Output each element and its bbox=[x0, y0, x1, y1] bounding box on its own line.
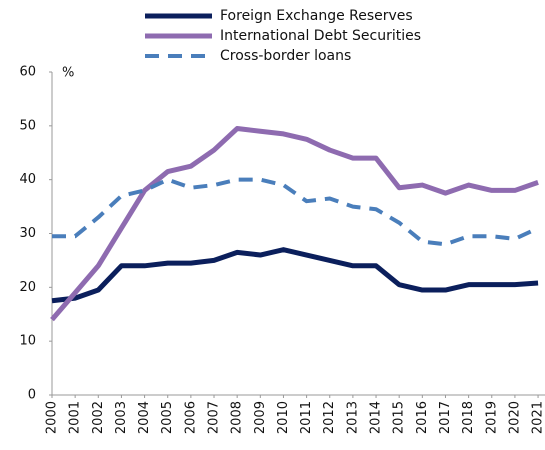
series-line bbox=[50, 126, 539, 322]
legend-label: Foreign Exchange Reserves bbox=[220, 8, 413, 24]
x-tick-label: 2019 bbox=[484, 401, 499, 434]
x-tick-label: 2020 bbox=[507, 401, 522, 434]
x-tick-label: 2016 bbox=[415, 401, 430, 434]
x-tick-label: 2003 bbox=[114, 401, 129, 434]
y-tick-label: 20 bbox=[19, 280, 36, 295]
legend-label: Cross-border loans bbox=[220, 48, 351, 64]
series-line bbox=[51, 247, 539, 304]
y-tick-label: 40 bbox=[19, 172, 36, 187]
y-tick-label: 50 bbox=[19, 118, 36, 133]
x-tick-label: 2000 bbox=[45, 401, 60, 434]
y-tick-label: 0 bbox=[28, 388, 36, 403]
x-tick-label: 2017 bbox=[438, 401, 453, 434]
x-tick-label: 2015 bbox=[392, 401, 407, 434]
x-tick-label: 2013 bbox=[345, 401, 360, 434]
x-tick-label: 2014 bbox=[369, 401, 384, 434]
x-tick-label: 2006 bbox=[183, 401, 198, 434]
y-unit: % bbox=[62, 66, 74, 81]
x-tick-label: 2018 bbox=[461, 401, 476, 434]
x-tick-label: 2012 bbox=[322, 401, 337, 434]
x-tick-label: 2005 bbox=[160, 401, 175, 434]
x-tick-label: 2011 bbox=[299, 401, 314, 434]
x-tick-label: 2008 bbox=[230, 401, 245, 434]
x-tick-label: 2004 bbox=[137, 401, 152, 434]
x-tick-label: 2009 bbox=[253, 401, 268, 434]
y-tick-label: 10 bbox=[19, 334, 36, 349]
x-tick-label: 2007 bbox=[207, 401, 222, 434]
x-tick-label: 2001 bbox=[68, 401, 83, 434]
legend-label: International Debt Securities bbox=[220, 28, 421, 44]
x-tick-label: 2002 bbox=[91, 401, 106, 434]
series-line bbox=[52, 177, 539, 247]
y-tick-label: 60 bbox=[19, 65, 36, 80]
y-tick-label: 30 bbox=[19, 226, 36, 241]
x-tick-label: 2010 bbox=[276, 401, 291, 434]
x-tick-label: 2021 bbox=[531, 401, 545, 434]
